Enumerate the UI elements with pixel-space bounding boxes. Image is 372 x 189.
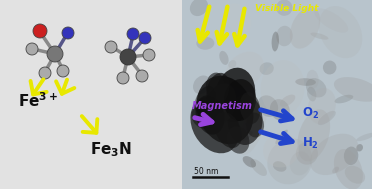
Circle shape [105,41,117,53]
Circle shape [26,43,38,55]
Ellipse shape [195,86,215,114]
Bar [0,0,182,189]
Bar [182,0,372,189]
Ellipse shape [215,100,227,122]
Ellipse shape [263,133,299,167]
Ellipse shape [261,60,305,116]
Ellipse shape [334,95,353,103]
Circle shape [120,49,136,65]
Ellipse shape [239,102,267,155]
Ellipse shape [290,7,320,49]
Circle shape [57,65,69,77]
Ellipse shape [246,112,264,137]
Ellipse shape [206,73,224,97]
Ellipse shape [228,60,236,69]
Ellipse shape [273,161,286,172]
Ellipse shape [222,87,234,100]
Ellipse shape [310,134,358,175]
Ellipse shape [192,108,209,128]
Ellipse shape [219,51,229,65]
Ellipse shape [270,99,290,121]
Ellipse shape [344,147,358,165]
Ellipse shape [356,144,363,151]
Ellipse shape [253,108,262,116]
Ellipse shape [206,73,230,107]
Ellipse shape [196,76,253,144]
Ellipse shape [276,26,293,46]
Circle shape [136,70,148,82]
Ellipse shape [257,95,278,117]
Text: 50 nm: 50 nm [194,167,218,176]
Ellipse shape [204,83,236,127]
Ellipse shape [334,149,363,189]
Circle shape [127,28,139,40]
Ellipse shape [332,167,339,173]
Ellipse shape [196,95,224,135]
Ellipse shape [239,131,253,141]
Ellipse shape [260,62,274,75]
Circle shape [139,32,151,44]
Ellipse shape [276,0,292,16]
Ellipse shape [296,142,318,165]
Circle shape [47,46,63,62]
Ellipse shape [228,95,263,145]
Ellipse shape [295,78,316,86]
Ellipse shape [224,79,256,121]
Ellipse shape [225,3,251,34]
Text: $\mathbf{Fe_3N}$: $\mathbf{Fe_3N}$ [90,140,132,159]
Ellipse shape [196,37,214,50]
Ellipse shape [226,52,264,88]
Circle shape [62,27,74,39]
Circle shape [117,72,129,84]
Circle shape [33,24,47,38]
Ellipse shape [334,77,372,102]
Ellipse shape [190,0,208,16]
Circle shape [143,49,155,61]
Ellipse shape [310,33,328,40]
Ellipse shape [214,112,242,148]
Ellipse shape [345,166,365,184]
Ellipse shape [319,6,362,58]
Text: $\mathbf{H_2}$: $\mathbf{H_2}$ [302,136,319,151]
Text: Visible Light: Visible Light [255,4,318,13]
Ellipse shape [215,68,255,122]
Ellipse shape [267,138,312,184]
Ellipse shape [208,117,222,134]
Text: $\mathbf{O_2}$: $\mathbf{O_2}$ [302,106,319,121]
Ellipse shape [314,8,348,33]
Ellipse shape [272,32,279,51]
Ellipse shape [307,70,319,89]
Ellipse shape [323,60,336,74]
Ellipse shape [240,92,260,124]
Ellipse shape [280,95,295,107]
Ellipse shape [250,159,267,176]
Ellipse shape [307,87,316,101]
Ellipse shape [290,151,310,175]
Ellipse shape [190,97,240,153]
Ellipse shape [275,130,288,144]
Ellipse shape [243,156,256,167]
Ellipse shape [318,111,336,125]
Text: $\mathbf{Fe^{3+}}$: $\mathbf{Fe^{3+}}$ [18,91,58,110]
Ellipse shape [227,126,249,154]
Ellipse shape [306,78,327,98]
Ellipse shape [356,133,372,141]
Text: Magnetism: Magnetism [192,101,253,111]
Ellipse shape [193,75,211,94]
Ellipse shape [308,88,336,124]
Circle shape [39,67,51,79]
Ellipse shape [297,109,330,161]
